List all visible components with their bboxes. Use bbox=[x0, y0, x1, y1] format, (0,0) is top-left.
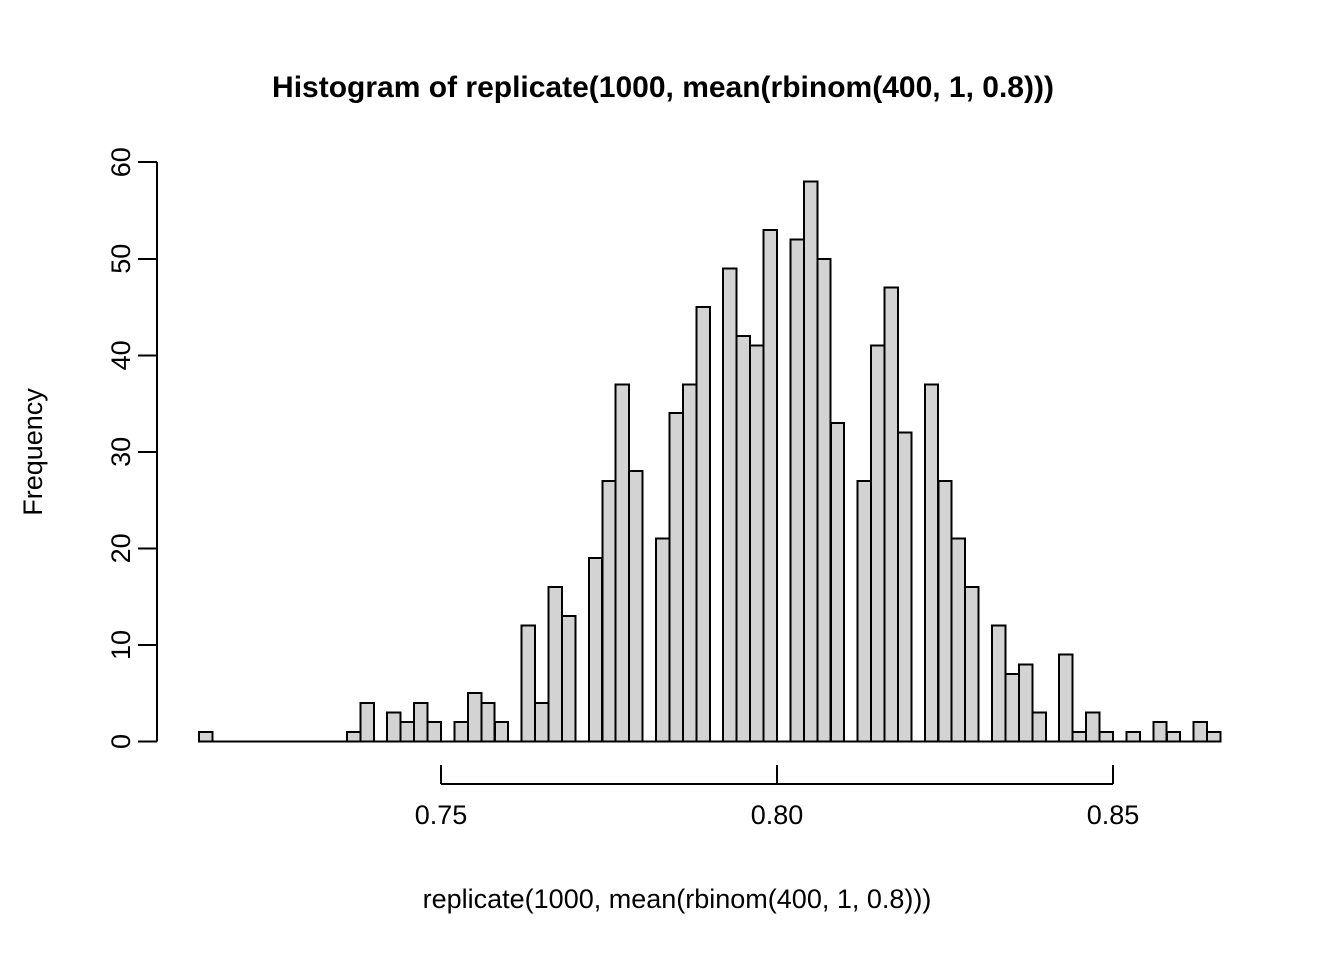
histogram-bar bbox=[883, 286, 899, 743]
y-tick-label: 0 bbox=[106, 734, 136, 749]
histogram-bar bbox=[1192, 721, 1208, 743]
histogram-bar bbox=[829, 421, 846, 743]
y-axis-label: Frequency bbox=[18, 388, 48, 516]
histogram-bar bbox=[1031, 711, 1047, 743]
histogram-bar bbox=[856, 479, 872, 743]
histogram-bar bbox=[695, 306, 711, 743]
x-axis: 0.75 0.80 0.85 bbox=[415, 765, 1140, 830]
histogram-bar bbox=[198, 730, 214, 743]
histogram-bar bbox=[359, 701, 375, 743]
histogram-bar bbox=[1017, 663, 1034, 743]
histogram-bar bbox=[1125, 730, 1141, 743]
histogram-bar bbox=[614, 383, 631, 743]
histogram-bar bbox=[1165, 730, 1182, 743]
histogram-bar bbox=[950, 537, 967, 743]
histogram-bar bbox=[762, 228, 778, 743]
histogram-bar bbox=[816, 257, 832, 743]
histogram-bar bbox=[655, 537, 671, 743]
histogram-bar bbox=[601, 479, 617, 743]
histogram-bar bbox=[1004, 672, 1020, 743]
chart-title: Histogram of replicate(1000, mean(rbinom… bbox=[272, 71, 1054, 104]
y-axis: 0 10 20 30 40 50 60 bbox=[106, 147, 158, 749]
x-axis-label: replicate(1000, mean(rbinom(400, 1, 0.8)… bbox=[423, 884, 932, 914]
histogram-bar bbox=[587, 557, 604, 743]
histogram-bar bbox=[735, 335, 752, 743]
histogram-bar bbox=[749, 344, 765, 743]
histogram-bar bbox=[1098, 730, 1114, 743]
histogram-bar bbox=[870, 344, 886, 743]
histogram-bar bbox=[345, 730, 362, 743]
histogram-bar bbox=[681, 383, 698, 743]
histogram-bar bbox=[937, 479, 953, 743]
histogram-bar bbox=[1058, 653, 1074, 743]
bars-group bbox=[198, 180, 1222, 743]
histogram-bar bbox=[1085, 711, 1101, 743]
histogram-bar bbox=[1071, 730, 1088, 743]
histogram-bar bbox=[426, 721, 443, 743]
histogram-bar bbox=[520, 624, 536, 743]
histogram-bar bbox=[1152, 721, 1168, 743]
histogram-bar bbox=[453, 721, 469, 743]
x-tick-label: 0.80 bbox=[751, 800, 804, 830]
histogram-bar bbox=[802, 180, 819, 743]
y-tick-label: 50 bbox=[106, 244, 136, 274]
y-tick-label: 40 bbox=[106, 340, 136, 370]
histogram-bar bbox=[547, 586, 563, 743]
histogram-bar bbox=[722, 267, 738, 743]
histogram-bar bbox=[964, 586, 980, 743]
histogram-bar bbox=[923, 383, 940, 743]
x-tick-label: 0.75 bbox=[415, 800, 468, 830]
histogram-bar bbox=[789, 238, 805, 743]
histogram-bar bbox=[561, 615, 577, 743]
histogram-bar bbox=[668, 412, 684, 743]
y-tick-label: 60 bbox=[106, 147, 136, 177]
histogram-bar bbox=[493, 721, 510, 743]
histogram-bar bbox=[991, 624, 1007, 743]
y-tick-label: 20 bbox=[106, 533, 136, 563]
histogram-bar bbox=[534, 701, 550, 743]
histogram-bar bbox=[399, 721, 416, 743]
y-tick-label: 10 bbox=[106, 630, 136, 660]
histogram-bar bbox=[897, 431, 913, 743]
histogram-bar bbox=[480, 701, 496, 743]
histogram-bar bbox=[466, 692, 483, 743]
x-tick-label: 0.85 bbox=[1087, 800, 1140, 830]
histogram-bar bbox=[413, 701, 429, 743]
histogram-bar bbox=[386, 711, 402, 743]
histogram-bar bbox=[1206, 730, 1222, 743]
histogram-bar bbox=[628, 470, 644, 743]
y-tick-label: 30 bbox=[106, 437, 136, 467]
